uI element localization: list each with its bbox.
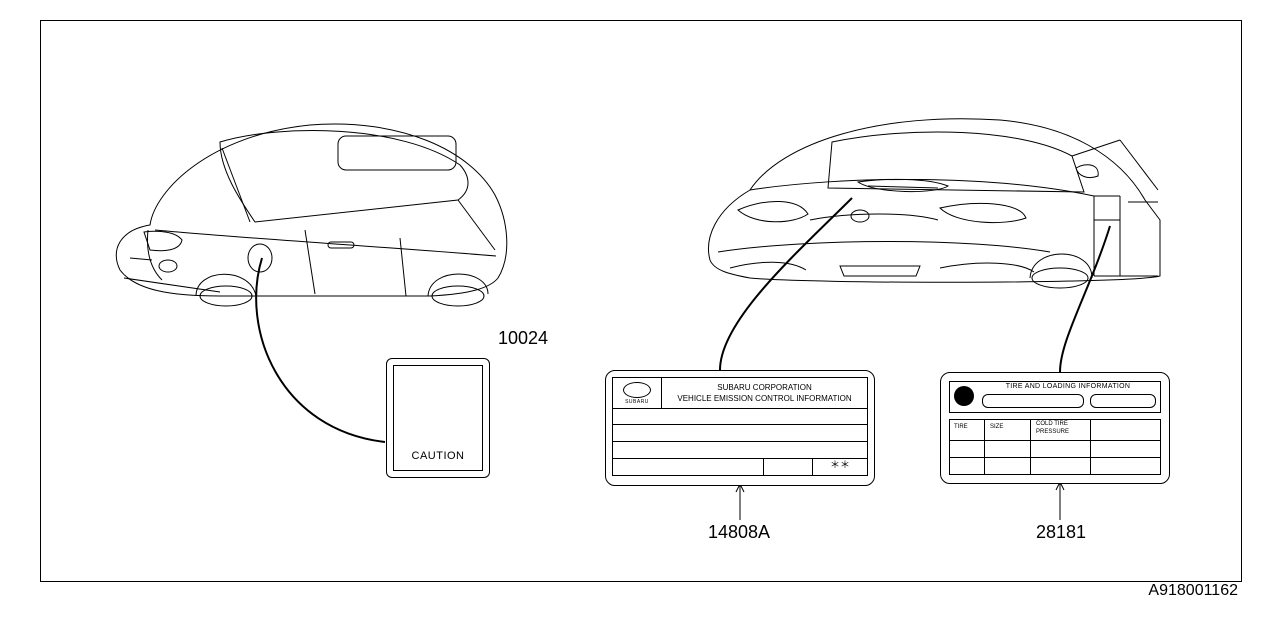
emission-title-line2: VEHICLE EMISSION CONTROL INFORMATION (666, 393, 863, 404)
emission-row (612, 441, 868, 459)
emission-label: SUBARU SUBARU CORPORATION VEHICLE EMISSI… (605, 370, 875, 486)
emission-row (612, 407, 868, 425)
tire-title: TIRE AND LOADING INFORMATION (982, 383, 1154, 390)
tire-pill (982, 394, 1084, 408)
tire-col-size: SIZE (990, 424, 1003, 430)
emission-title: SUBARU CORPORATION VEHICLE EMISSION CONT… (662, 379, 867, 407)
tire-header: TIRE AND LOADING INFORMATION (949, 381, 1161, 413)
tire-pill (1090, 394, 1156, 408)
tire-label: TIRE AND LOADING INFORMATION TIRE SIZE C… (940, 372, 1170, 484)
tire-info-dot-icon (954, 386, 974, 406)
tire-col-tire: TIRE (954, 424, 968, 430)
tire-col-press2: PRESSURE (1036, 429, 1069, 435)
emission-logo-cell: SUBARU (613, 378, 662, 408)
car-rear-illustration (100, 80, 520, 340)
emission-asterisks: ＊＊ (813, 458, 867, 475)
emission-header: SUBARU SUBARU CORPORATION VEHICLE EMISSI… (612, 377, 868, 409)
callout-10024: 10024 (498, 328, 548, 349)
drawing-id: A918001162 (1148, 582, 1238, 600)
caution-label: CAUTION (386, 358, 490, 478)
callout-28181: 28181 (1036, 522, 1086, 543)
emission-row-last: ＊＊ (612, 458, 868, 476)
caution-label-inner: CAUTION (393, 365, 483, 471)
emission-row (612, 424, 868, 442)
page: CAUTION SUBARU SUBARU CORPORATION VEHICL… (0, 0, 1280, 640)
subaru-logo-icon (623, 382, 651, 398)
caution-label-text: CAUTION (394, 450, 482, 462)
car-front-illustration (690, 70, 1170, 310)
tire-col-press1: COLD TIRE (1036, 421, 1068, 427)
tire-grid: TIRE SIZE COLD TIRE PRESSURE (949, 419, 1161, 475)
emission-title-line1: SUBARU CORPORATION (666, 382, 863, 393)
callout-14808a: 14808A (708, 522, 770, 543)
emission-brand-text: SUBARU (625, 399, 649, 405)
